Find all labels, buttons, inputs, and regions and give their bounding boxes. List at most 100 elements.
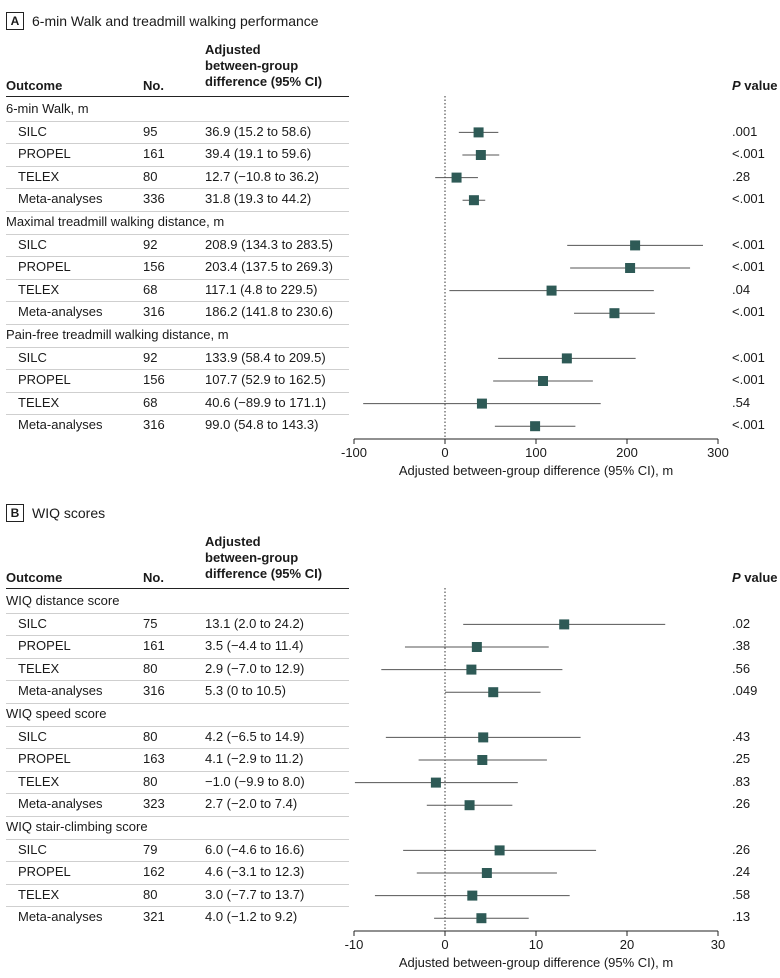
- row-difference: 4.1 (−2.9 to 11.2): [205, 751, 304, 767]
- row-n: 162: [143, 864, 165, 880]
- row-difference: 39.4 (19.1 to 59.6): [205, 146, 312, 162]
- point-estimate-marker: [559, 619, 570, 630]
- point-estimate-marker: [488, 687, 499, 698]
- column-header-outcome: Outcome: [6, 78, 63, 93]
- row-difference: 133.9 (58.4 to 209.5): [205, 349, 326, 365]
- column-header-difference-line: Adjusted: [205, 42, 261, 57]
- row-p-value: .13: [732, 909, 751, 925]
- group-title: WIQ distance score: [6, 593, 120, 608]
- row-rule: [6, 612, 349, 614]
- row-label: Meta-analyses: [18, 796, 103, 812]
- point-estimate-marker: [464, 800, 475, 811]
- x-tick-label: 30: [711, 937, 725, 952]
- row-label: PROPEL: [18, 146, 71, 162]
- group-title: Pain-free treadmill walking distance, m: [6, 327, 229, 342]
- row-label: Meta-analyses: [18, 417, 103, 433]
- row-p-value: <.001: [732, 146, 765, 162]
- row-rule: [6, 233, 349, 235]
- row-rule: [6, 657, 349, 659]
- row-difference: 203.4 (137.5 to 269.3): [205, 259, 333, 275]
- row-rule: [6, 883, 349, 885]
- forest-plot: -10 0 10 20 30 Adjusted between-group differe…: [345, 588, 725, 970]
- row-difference: −1.0 (−9.9 to 8.0): [205, 773, 305, 789]
- row-n: 323: [143, 796, 165, 812]
- x-tick-label: 200: [616, 445, 638, 460]
- row-p-value: <.001: [732, 236, 765, 252]
- row-n: 95: [143, 123, 158, 139]
- row-n: 316: [143, 417, 165, 433]
- row-p-value: <.001: [732, 191, 765, 207]
- forest-plot: -100 0 100 200 300 Adjusted between-group dif…: [341, 96, 729, 478]
- header-rule: [6, 96, 349, 97]
- row-label: Meta-analyses: [18, 304, 103, 320]
- row-n: 161: [143, 638, 165, 654]
- row-difference: 3.5 (−4.4 to 11.4): [205, 638, 304, 654]
- row-n: 156: [143, 259, 165, 275]
- row-rule: [6, 369, 349, 371]
- point-estimate-marker: [481, 868, 492, 878]
- point-estimate-marker: [494, 845, 505, 856]
- row-rule: [6, 391, 349, 393]
- row-label: PROPEL: [18, 259, 71, 275]
- row-difference: 3.0 (−7.7 to 13.7): [205, 886, 305, 902]
- column-header-difference-line: between-group: [205, 550, 299, 565]
- row-rule: [6, 906, 349, 908]
- row-difference: 6.0 (−4.6 to 16.6): [205, 841, 305, 857]
- panel-letter: A: [6, 12, 24, 30]
- column-header-p-value: P value: [732, 78, 778, 94]
- row-p-value: .26: [732, 841, 751, 857]
- panel-header: A 6-min Walk and treadmill walking perfor…: [6, 12, 319, 30]
- point-estimate-marker: [538, 376, 549, 386]
- row-n: 316: [143, 304, 165, 320]
- row-rule: [6, 165, 349, 167]
- row-p-value: .25: [732, 751, 751, 767]
- column-header-difference-line: difference (95% CI): [205, 566, 323, 581]
- row-difference: 117.1 (4.8 to 229.5): [205, 281, 318, 297]
- row-rule: [6, 838, 349, 840]
- group-title: 6-min Walk, m: [6, 101, 89, 116]
- row-n: 75: [143, 615, 158, 631]
- row-n: 161: [143, 146, 165, 162]
- row-p-value: <.001: [732, 417, 765, 433]
- column-header-outcome: Outcome: [6, 570, 63, 585]
- row-n: 79: [143, 841, 158, 857]
- row-n: 80: [143, 660, 158, 676]
- row-n: 80: [143, 886, 158, 902]
- column-header-difference: Adjusted between-group difference (95% CI): [205, 42, 355, 90]
- row-n: 92: [143, 236, 158, 252]
- row-label: PROPEL: [18, 372, 71, 388]
- row-p-value: .04: [732, 281, 751, 297]
- row-label: SILC: [18, 236, 47, 252]
- column-header-no: No.: [143, 78, 164, 93]
- row-p-value: .43: [732, 728, 751, 744]
- row-difference: 208.9 (134.3 to 283.5): [205, 236, 333, 252]
- row-rule: [6, 414, 349, 416]
- point-estimate-marker: [430, 777, 441, 788]
- x-tick-label: -10: [345, 937, 364, 952]
- point-estimate-marker: [546, 285, 557, 296]
- row-label: TELEX: [18, 660, 60, 676]
- x-tick-label: 20: [620, 937, 634, 952]
- panel-letter: B: [6, 504, 24, 522]
- row-rule: [6, 346, 349, 348]
- row-label: PROPEL: [18, 751, 71, 767]
- row-label: SILC: [18, 841, 47, 857]
- point-estimate-marker: [630, 240, 641, 251]
- row-difference: 31.8 (19.3 to 44.2): [205, 191, 312, 207]
- x-axis-title: Adjusted between-group difference (95% C…: [399, 463, 673, 478]
- point-estimate-marker: [476, 398, 487, 409]
- row-n: 80: [143, 168, 158, 184]
- row-label: SILC: [18, 615, 47, 631]
- row-difference: 99.0 (54.8 to 143.3): [205, 417, 319, 433]
- p-symbol: P: [732, 78, 741, 93]
- row-label: SILC: [18, 349, 47, 365]
- panel-a: A 6-min Walk and treadmill walking perfor…: [6, 12, 778, 478]
- row-rule: [6, 725, 349, 727]
- row-rule: [6, 703, 349, 704]
- row-difference: 2.7 (−2.0 to 7.4): [205, 796, 298, 812]
- row-rule: [6, 861, 349, 863]
- point-estimate-marker: [561, 353, 572, 364]
- column-header-difference: Adjusted between-group difference (95% CI): [205, 534, 355, 582]
- row-rule: [6, 211, 349, 212]
- row-difference: 36.9 (15.2 to 58.6): [205, 123, 312, 139]
